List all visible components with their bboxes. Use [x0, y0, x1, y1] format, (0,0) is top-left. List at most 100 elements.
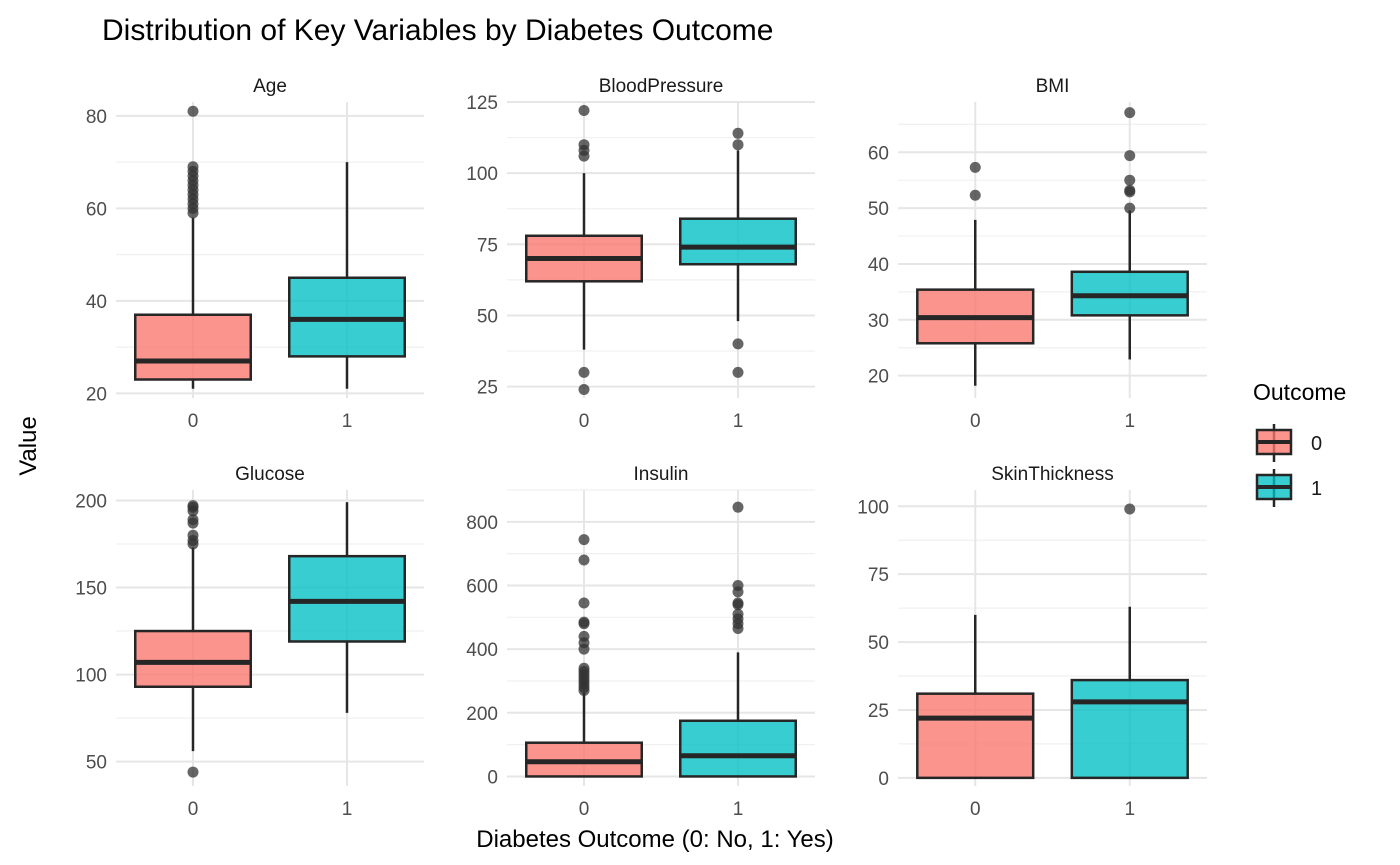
- panel-Age: Age 20 40 60 80 0 1: [86, 76, 424, 432]
- outlier-point: [732, 366, 744, 378]
- y-tick-label: 125: [466, 93, 498, 114]
- x-tick-label: 1: [1124, 411, 1135, 432]
- box-0: [916, 161, 1035, 386]
- x-tick-label: 0: [970, 411, 981, 432]
- box-1: [288, 162, 406, 389]
- x-tick-label: 1: [342, 799, 353, 820]
- y-axis-title: Value: [15, 416, 42, 476]
- panel-label: SkinThickness: [991, 464, 1114, 485]
- y-tick-label: 60: [868, 143, 889, 164]
- outlier-point: [732, 338, 744, 350]
- y-tick-label: 200: [466, 704, 498, 725]
- outlier-point: [732, 139, 744, 151]
- box-0: [134, 105, 252, 389]
- panel-label: BloodPressure: [599, 76, 724, 97]
- outlier-point: [732, 608, 744, 620]
- iqr-box: [916, 692, 1035, 780]
- box-1: [679, 501, 797, 778]
- outlier-point: [578, 554, 590, 566]
- outlier-point: [187, 529, 199, 541]
- legend-entry-label: 0: [1311, 433, 1322, 455]
- x-tick-label: 1: [733, 411, 744, 432]
- box-0: [525, 105, 643, 395]
- outlier-point: [732, 579, 744, 591]
- y-tick-label: 25: [477, 378, 498, 399]
- panel-Glucose: Glucose 50 100 150 200 0 1: [75, 464, 424, 820]
- panel-BMI: BMI 20 30 40 50 60 0 1: [868, 76, 1207, 432]
- outlier-point: [578, 597, 590, 609]
- box-0: [525, 534, 643, 778]
- x-tick-label: 0: [970, 799, 981, 820]
- box-1: [1070, 107, 1189, 360]
- y-tick-label: 800: [466, 513, 498, 534]
- outlier-point: [187, 514, 199, 526]
- legend-title: Outcome: [1253, 379, 1346, 405]
- y-tick-label: 150: [75, 579, 107, 600]
- outlier-point: [1124, 202, 1136, 214]
- legend: Outcome 0 1: [1253, 379, 1346, 507]
- y-tick-label: 40: [86, 292, 107, 313]
- outlier-point: [1124, 503, 1136, 515]
- legend-entry-1: 1: [1255, 469, 1322, 507]
- x-tick-label: 0: [579, 799, 590, 820]
- outlier-point: [1124, 174, 1136, 186]
- y-tick-label: 200: [75, 491, 107, 512]
- iqr-box: [679, 719, 797, 778]
- y-tick-label: 50: [477, 306, 498, 327]
- outlier-point: [578, 139, 590, 151]
- outlier-point: [187, 766, 199, 778]
- panel-BloodPressure: BloodPressure 25 50 75 100 125 0 1: [466, 76, 815, 432]
- outlier-point: [969, 189, 981, 201]
- panel-SkinThickness: SkinThickness 0 25 50 75 100 0 1: [857, 464, 1207, 820]
- box-0: [916, 614, 1035, 780]
- outlier-point: [578, 105, 590, 117]
- x-axis-title: Diabetes Outcome (0: No, 1: Yes): [476, 826, 834, 853]
- box-1: [1070, 503, 1189, 780]
- legend-entry-label: 1: [1311, 478, 1322, 500]
- outlier-point: [578, 616, 590, 628]
- y-tick-label: 75: [477, 235, 498, 256]
- panel-label: Age: [253, 76, 287, 97]
- x-tick-label: 0: [579, 411, 590, 432]
- outlier-point: [732, 597, 744, 609]
- y-tick-label: 400: [466, 640, 498, 661]
- y-tick-label: 50: [868, 633, 889, 654]
- y-tick-label: 100: [857, 497, 889, 518]
- y-tick-label: 40: [868, 255, 889, 276]
- y-tick-label: 80: [86, 107, 107, 128]
- x-tick-label: 1: [733, 799, 744, 820]
- outlier-point: [1124, 184, 1136, 196]
- x-tick-label: 0: [188, 411, 199, 432]
- y-tick-label: 25: [868, 701, 889, 722]
- y-tick-label: 600: [466, 576, 498, 597]
- iqr-box: [288, 554, 406, 643]
- iqr-box: [134, 629, 252, 689]
- box-0: [134, 500, 252, 778]
- iqr-box: [1070, 678, 1189, 780]
- outlier-point: [187, 105, 199, 117]
- y-tick-label: 100: [75, 666, 107, 687]
- y-tick-label: 75: [868, 565, 889, 586]
- y-tick-label: 30: [868, 311, 889, 332]
- outlier-point: [578, 366, 590, 378]
- y-tick-label: 0: [878, 769, 889, 790]
- outlier-point: [1124, 107, 1136, 119]
- x-tick-label: 1: [1124, 799, 1135, 820]
- panel-label: Insulin: [634, 464, 689, 485]
- iqr-box: [679, 217, 797, 266]
- y-tick-label: 50: [868, 199, 889, 220]
- box-1: [679, 127, 797, 378]
- legend-entry-0: 0: [1255, 424, 1322, 462]
- outlier-point: [1124, 150, 1136, 162]
- outlier-point: [732, 501, 744, 513]
- outlier-point: [578, 383, 590, 395]
- y-tick-label: 60: [86, 199, 107, 220]
- y-tick-label: 20: [86, 384, 107, 405]
- outlier-point: [732, 127, 744, 139]
- panel-label: BMI: [1036, 76, 1070, 97]
- chart-title: Distribution of Key Variables by Diabete…: [102, 14, 773, 47]
- y-tick-label: 0: [487, 767, 498, 788]
- panel-label: Glucose: [235, 464, 305, 485]
